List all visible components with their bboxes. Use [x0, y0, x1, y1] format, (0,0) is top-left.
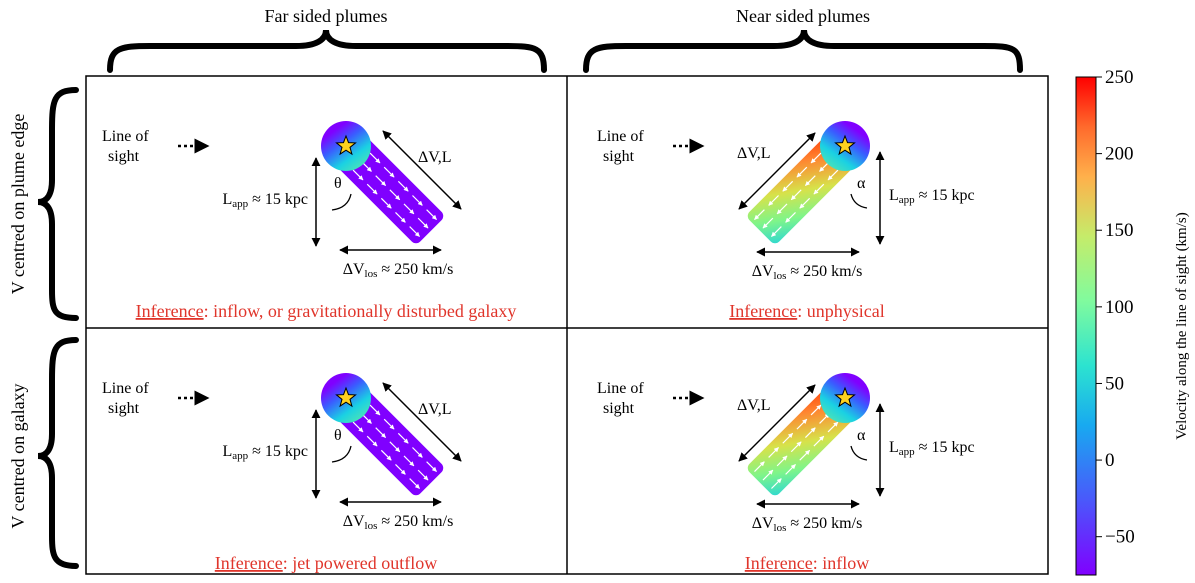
alpha-arc [850, 193, 868, 209]
brace-row-edge [37, 87, 79, 321]
brace-row-galaxy [37, 337, 79, 569]
dv-l-arrow [738, 132, 816, 210]
line-of-sight-label: Line of [102, 380, 149, 397]
inference-word: Inference [729, 301, 797, 321]
inference-value: : jet powered outflow [283, 553, 437, 573]
column-header-near: Near sided plumes [736, 6, 870, 26]
line-of-sight-label: Line of [597, 380, 644, 397]
inference-text: Inference: jet powered outflow [215, 553, 437, 573]
colorbar-tick-label: 250 [1105, 67, 1134, 88]
line-of-sight-label: Line of [102, 128, 149, 145]
colorbar-tick-label: 100 [1105, 297, 1134, 318]
theta-label: θ [334, 175, 342, 192]
dv-l-label: ΔV,L [737, 145, 771, 162]
lapp-label: Lapp ≈ 15 kpc [222, 443, 308, 462]
dvlos-label: ΔVlos ≈ 250 km/s [343, 513, 454, 532]
colorbar-ticks: 250 200 150 100 50 0 −50 [1096, 67, 1135, 548]
line-of-sight-label-2: sight [108, 148, 140, 165]
star-icon [834, 134, 856, 156]
panel-far-edge: Line of sight ΔV,L θ Lapp ≈ 15 kpc ΔVlos ≈ 25… [102, 121, 516, 321]
brace-near [583, 29, 1023, 73]
dv-l-label: ΔV,L [418, 149, 452, 166]
inference-value: : inflow [813, 553, 870, 573]
lapp-label: Lapp ≈ 15 kpc [222, 191, 308, 210]
colorbar-tick-label: −50 [1105, 527, 1135, 548]
panel-near-galaxy: Line of sight ΔV,L α Lapp ≈ 15 kpc ΔVlos ≈ 25… [597, 373, 975, 573]
inference-word: Inference [136, 301, 204, 321]
inference-text: Inference: unphysical [729, 301, 884, 321]
inference-value: : unphysical [797, 301, 885, 321]
colorbar-tick-label: 50 [1105, 373, 1124, 394]
line-of-sight-label-2: sight [603, 148, 635, 165]
line-of-sight-label: Line of [597, 128, 644, 145]
inference-word: Inference [745, 553, 813, 573]
star-icon [335, 386, 357, 408]
dvlos-label: ΔVlos ≈ 250 km/s [752, 263, 863, 282]
row-label-galaxy: V centred on galaxy [8, 383, 28, 528]
row-label-edge: V centred on plume edge [8, 114, 28, 295]
colorbar [1075, 76, 1097, 576]
brace-far [107, 29, 547, 73]
dv-l-label: ΔV,L [418, 401, 452, 418]
theta-arc [331, 445, 352, 463]
colorbar-tick-label: 200 [1105, 144, 1134, 165]
line-of-sight-label-2: sight [603, 400, 635, 417]
lapp-label: Lapp ≈ 15 kpc [889, 439, 975, 458]
dvlos-label: ΔVlos ≈ 250 km/s [752, 515, 863, 534]
inference-text: Inference: inflow, or gravitationally di… [136, 301, 517, 321]
lapp-label: Lapp ≈ 15 kpc [889, 187, 975, 206]
inference-word: Inference [215, 553, 283, 573]
dvlos-label: ΔVlos ≈ 250 km/s [343, 261, 454, 280]
alpha-label: α [857, 427, 866, 444]
star-icon [335, 134, 357, 156]
theta-label: θ [334, 427, 342, 444]
star-icon [834, 386, 856, 408]
dv-l-label: ΔV,L [737, 397, 771, 414]
dv-l-arrow [382, 130, 462, 210]
colorbar-tick-label: 0 [1105, 450, 1115, 471]
dv-l-arrow [738, 384, 816, 462]
inference-value: : inflow, or gravitationally disturbed g… [204, 301, 517, 321]
column-header-far: Far sided plumes [265, 6, 388, 26]
colorbar-tick-label: 150 [1105, 220, 1134, 241]
panel-near-edge: Line of sight ΔV,L α Lapp ≈ 15 kpc ΔVlos ≈ 25… [597, 121, 975, 321]
alpha-label: α [857, 175, 866, 192]
panel-far-galaxy: Line of sight ΔV,L θ Lapp ≈ 15 kpc ΔVlos ≈ 25… [102, 373, 462, 573]
inference-text: Inference: inflow [745, 553, 869, 573]
dv-l-arrow [382, 382, 462, 462]
line-of-sight-label-2: sight [108, 400, 140, 417]
alpha-arc [850, 445, 868, 461]
theta-arc [331, 193, 352, 211]
colorbar-label: Velocity along the line of sight (km/s) [1174, 212, 1190, 439]
